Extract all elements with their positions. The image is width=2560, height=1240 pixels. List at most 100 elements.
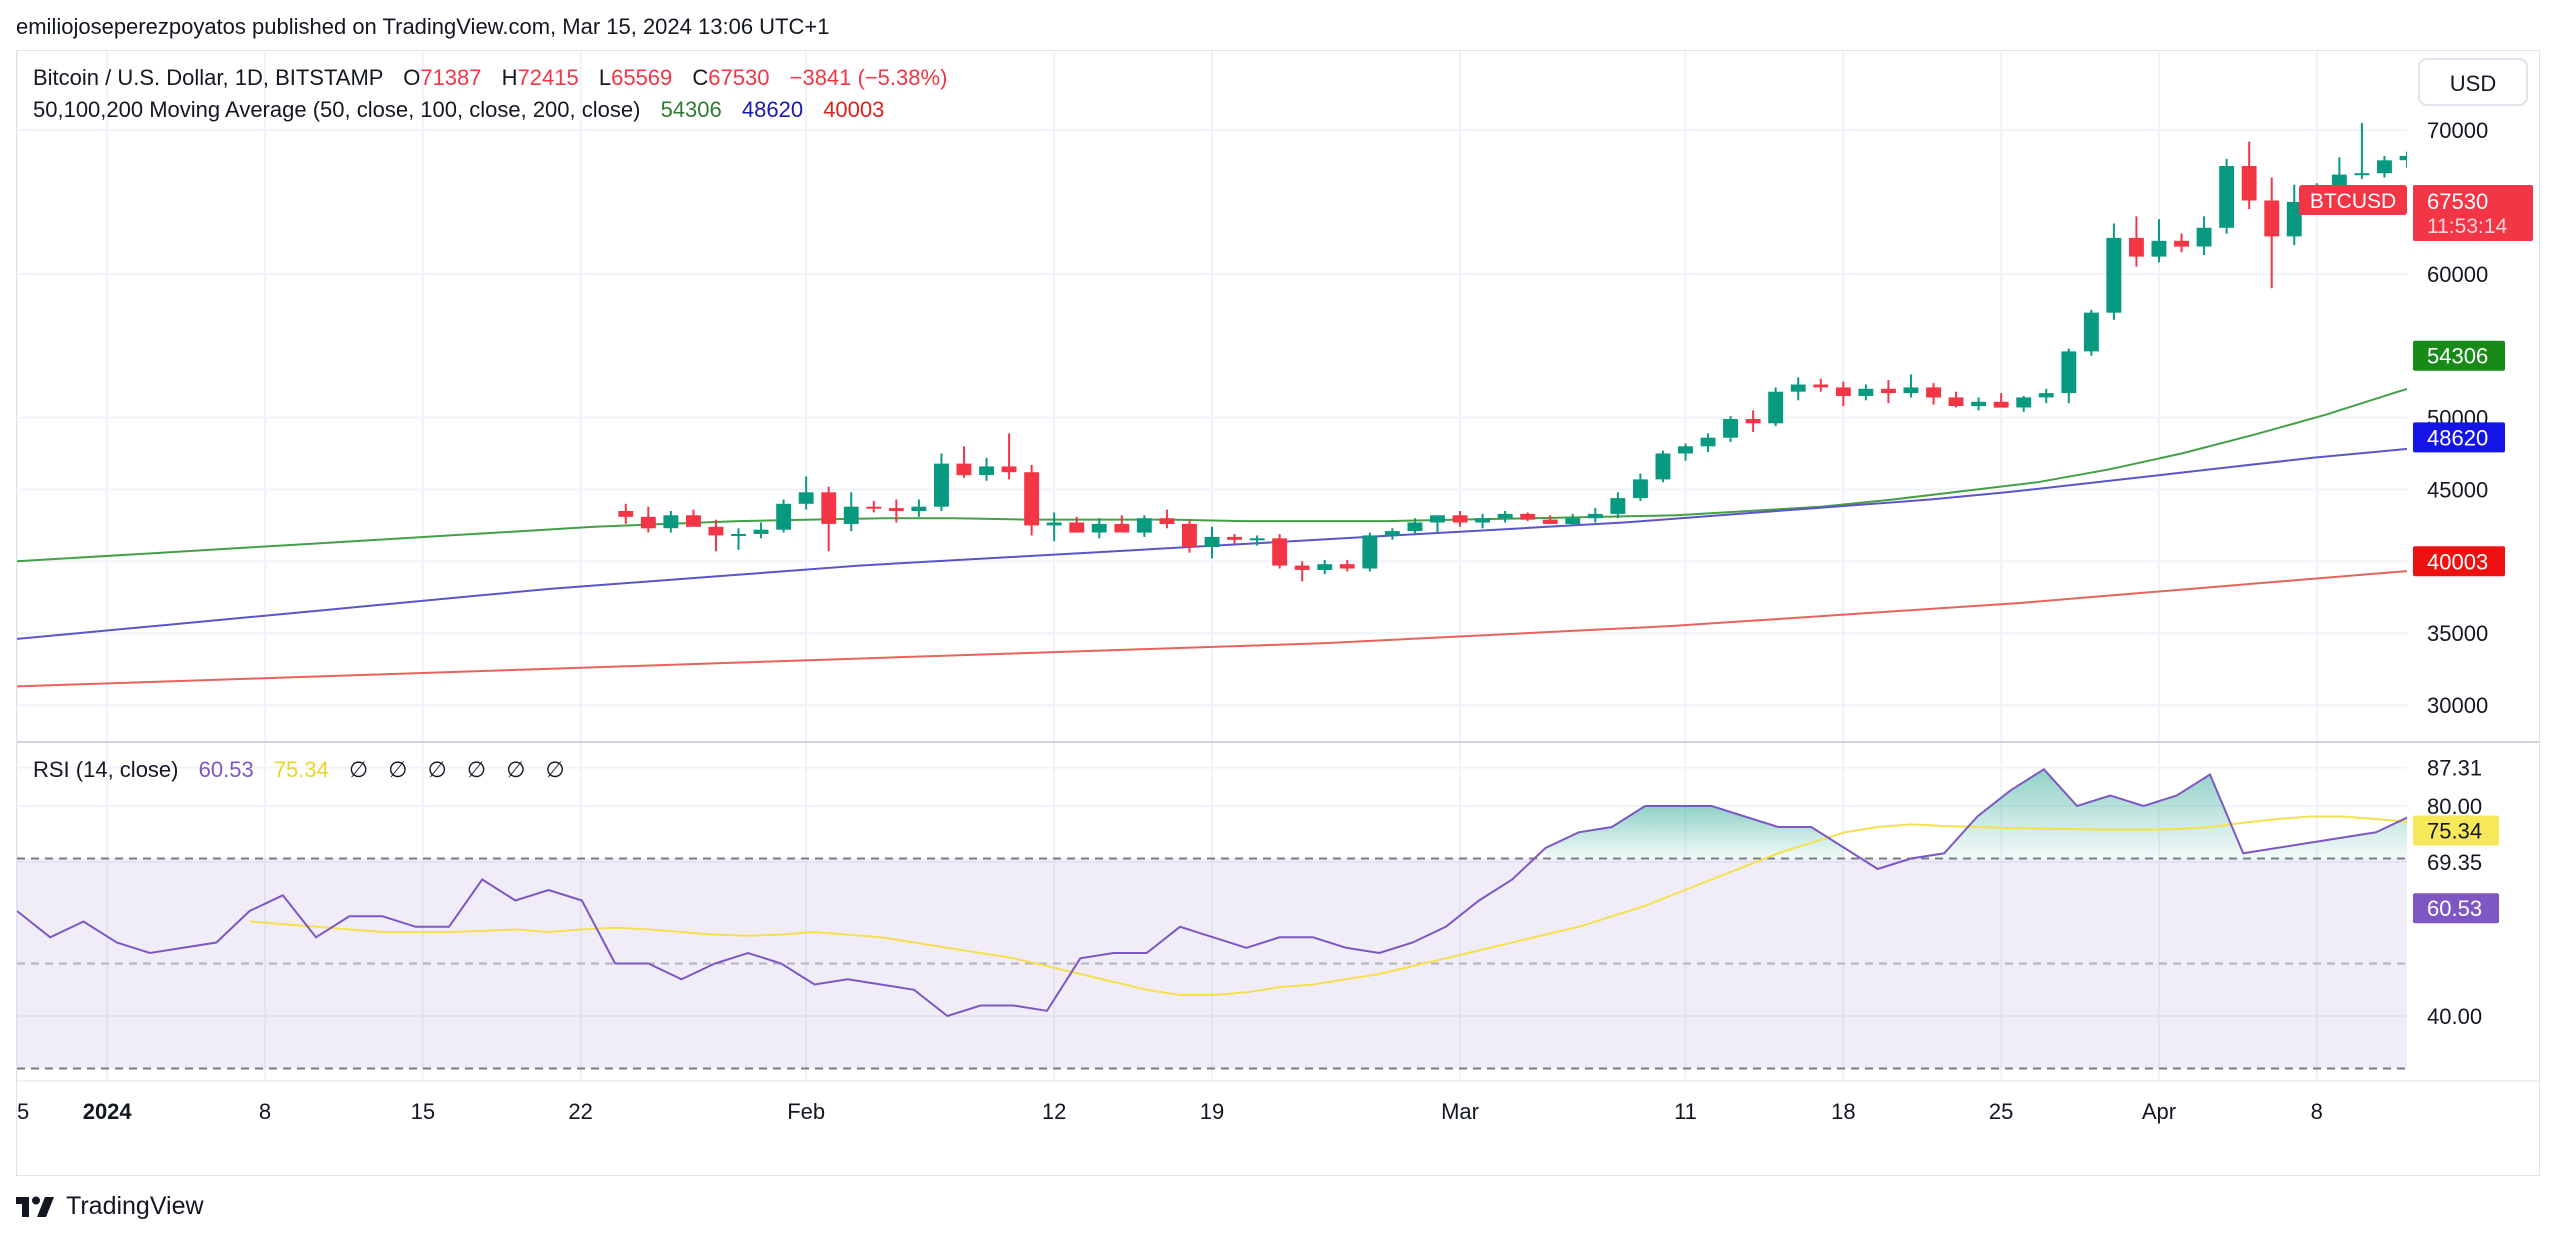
- candle: [1407, 518, 1423, 534]
- candle: [1475, 513, 1490, 529]
- legend-rsi-extra: ∅: [388, 757, 407, 782]
- ma-badges: 54306 48620 40003: [2413, 340, 2505, 577]
- legend-change: −3841 (−5.38%): [790, 65, 948, 90]
- candles: [618, 104, 2539, 582]
- price-tick-label: 60000: [2427, 262, 2488, 287]
- price-tick-label: 70000: [2427, 118, 2488, 143]
- candle: [1136, 515, 1152, 537]
- rsi-badge: 60.53: [2413, 893, 2499, 924]
- ma-badge: 40003: [2413, 546, 2505, 577]
- candle: [2377, 155, 2392, 178]
- candle-body: [1813, 384, 1829, 388]
- candle-body: [1835, 387, 1851, 396]
- currency-button[interactable]: USD: [2418, 58, 2528, 106]
- legend-rsi-extra: ∅: [467, 757, 486, 782]
- candle-body: [776, 503, 792, 530]
- time-tick-label: 12: [1042, 1099, 1066, 1124]
- candle: [618, 503, 634, 524]
- rsi-badges: 75.34 60.53: [2413, 815, 2499, 924]
- symbol-badge-label: BTCUSD: [2310, 190, 2396, 213]
- candle-body: [1881, 388, 1896, 394]
- legend-rsi-extra: ∅: [545, 757, 564, 782]
- candle: [1520, 512, 1536, 522]
- candle-body: [1294, 565, 1310, 570]
- time-tick-label: Feb: [787, 1099, 825, 1124]
- candle-body: [1384, 531, 1400, 536]
- candle-body: [911, 506, 927, 511]
- candle-body: [1768, 391, 1784, 424]
- rsi-tick-label: 80.00: [2427, 794, 2482, 819]
- candle-body: [843, 506, 859, 524]
- rsi-ma-badge-bg: [2413, 815, 2499, 846]
- candle-body: [1430, 515, 1445, 523]
- footer-brand: TradingView: [66, 1192, 204, 1220]
- candle: [1249, 535, 1265, 546]
- time-tick-label: 19: [1200, 1099, 1224, 1124]
- rsi-tick-label: 40.00: [2427, 1004, 2482, 1029]
- candle: [1565, 513, 1581, 526]
- currency-button-label[interactable]: USD: [2450, 71, 2496, 96]
- ma-badge-bg: [2413, 546, 2505, 577]
- rsi-tick-label: 69.35: [2427, 850, 2482, 875]
- candle-body: [1655, 453, 1671, 480]
- candle: [2061, 348, 2077, 404]
- candle-body: [1001, 466, 1017, 473]
- candle: [1384, 528, 1400, 540]
- rsi-badge-value: 60.53: [2427, 896, 2482, 921]
- candle: [640, 506, 656, 533]
- legend-rsi-title: RSI (14, close): [33, 757, 179, 782]
- candle-body: [2241, 166, 2257, 201]
- rsi-line: [17, 768, 2407, 1018]
- candle-body: [1790, 384, 1806, 392]
- candle-body: [1497, 513, 1513, 519]
- legend-rsi-extra: ∅: [428, 757, 447, 782]
- candle-body: [1249, 538, 1265, 541]
- candle: [2196, 216, 2212, 256]
- candle: [1294, 561, 1310, 582]
- candle: [911, 499, 927, 517]
- candle: [1114, 515, 1130, 533]
- price-tick-label: 45000: [2427, 477, 2488, 502]
- legend-high-label: H: [502, 65, 518, 90]
- rsi-axis: 40.00 69.35 80.00 87.31: [2427, 756, 2482, 1029]
- candle: [1768, 387, 1784, 427]
- candle-body: [1587, 513, 1603, 519]
- candle: [2264, 177, 2280, 289]
- tradingview-logo-icon: [16, 1196, 54, 1217]
- candle-body: [2129, 237, 2144, 257]
- candle-body: [1272, 538, 1288, 566]
- candle: [866, 500, 882, 513]
- time-tick-label: 2024: [83, 1099, 133, 1124]
- candle-body: [686, 515, 701, 527]
- candle: [821, 486, 837, 552]
- candle-body: [2535, 104, 2539, 166]
- bar-countdown: 11:53:14: [2427, 215, 2508, 238]
- candle-body: [798, 492, 814, 504]
- rsi-overbought-fill: [1911, 769, 2407, 859]
- legend-close-value: 67530: [708, 65, 769, 90]
- chart-canvas[interactable]: 30000350004000045000500006000070000 40.0…: [16, 51, 2539, 1175]
- candle: [663, 511, 679, 533]
- legend-rsi-extra: ∅: [349, 757, 368, 782]
- candle-body: [1317, 564, 1333, 570]
- legend-open-label: O: [403, 65, 420, 90]
- chart-frame[interactable]: 30000350004000045000500006000070000 40.0…: [16, 50, 2540, 1176]
- time-axis: 5 2024 8 15 22 Feb 12 19 Mar 11 18 25 Apr 8: [17, 1099, 2323, 1124]
- candle-body: [1678, 446, 1693, 454]
- candle-body: [1407, 522, 1423, 532]
- candle: [1272, 534, 1288, 569]
- candle: [1317, 559, 1333, 575]
- candle: [1948, 391, 1964, 408]
- candle: [1497, 511, 1513, 523]
- candle-body: [2151, 240, 2167, 257]
- price-tick-label: 30000: [2427, 693, 2488, 718]
- candle-body: [1993, 401, 2009, 408]
- candle-body: [640, 516, 656, 529]
- candle: [1678, 443, 1693, 461]
- candle-body: [1723, 419, 1738, 438]
- candle: [843, 492, 859, 532]
- ma-line-ma-200: [17, 570, 2407, 688]
- last-price-badge: 67530 11:53:14: [2413, 185, 2533, 241]
- ma-badge-bg: [2413, 340, 2505, 371]
- candle: [1159, 509, 1175, 529]
